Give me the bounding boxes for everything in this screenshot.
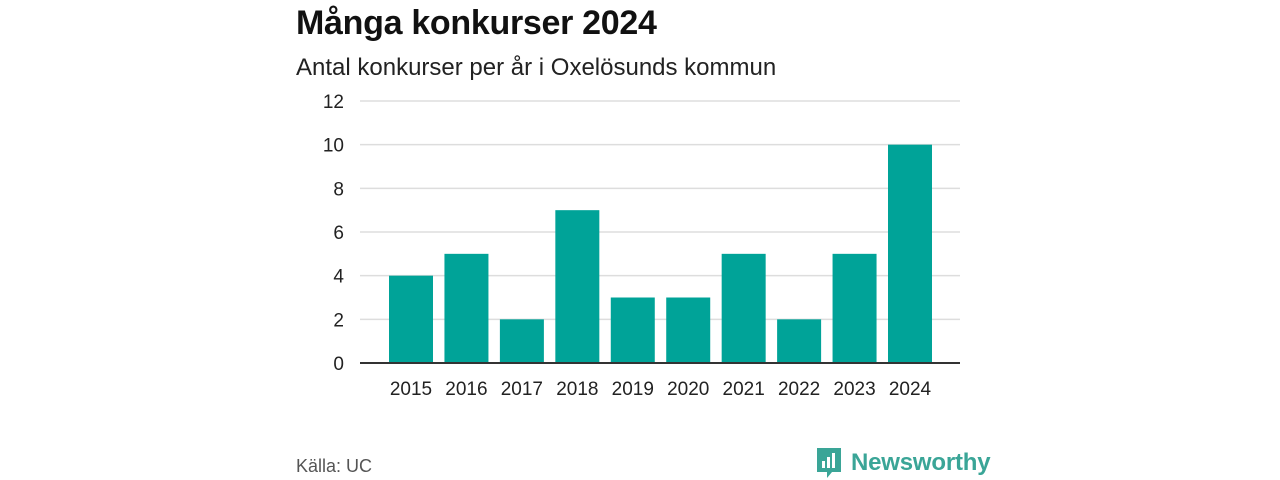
bar-2018 bbox=[555, 210, 600, 363]
x-tick-label: 2015 bbox=[390, 379, 432, 400]
x-tick-label: 2022 bbox=[778, 379, 820, 400]
bar-2020 bbox=[666, 297, 711, 363]
x-tick-label: 2018 bbox=[556, 379, 598, 400]
chart-title: Många konkurser 2024 bbox=[296, 4, 657, 42]
y-tick-label: 0 bbox=[333, 354, 344, 375]
x-tick-label: 2023 bbox=[833, 379, 875, 400]
x-tick-label: 2016 bbox=[445, 379, 487, 400]
x-tick-label: 2024 bbox=[889, 379, 932, 400]
bar-chart-logo-icon bbox=[817, 448, 841, 478]
bars bbox=[389, 144, 932, 363]
bar-2019 bbox=[610, 297, 655, 363]
bar-2023 bbox=[832, 253, 877, 363]
bar-2022 bbox=[777, 319, 822, 363]
bar-2017 bbox=[499, 319, 544, 363]
y-tick-label: 12 bbox=[323, 92, 344, 113]
y-tick-label: 8 bbox=[333, 179, 344, 200]
x-tick-label: 2021 bbox=[723, 379, 765, 400]
bar-2021 bbox=[721, 253, 766, 363]
chart-subtitle: Antal konkurser per år i Oxelösunds komm… bbox=[296, 54, 777, 81]
source-note: Källa: UC bbox=[296, 456, 373, 476]
brand-logo: Newsworthy bbox=[815, 446, 991, 480]
axes: 0 2 4 6 8 10 12 2015 2016 2017 2018 2019 2020 2021 202… bbox=[323, 92, 960, 400]
x-tick-label: 2019 bbox=[612, 379, 654, 400]
bar-chart: 0 2 4 6 8 10 12 2015 2016 2017 2018 2019 2020 2021 202… bbox=[323, 92, 960, 400]
bar-2015 bbox=[389, 275, 433, 363]
bar-2016 bbox=[444, 253, 489, 363]
y-tick-label: 10 bbox=[323, 136, 344, 157]
x-tick-label: 2017 bbox=[501, 379, 543, 400]
y-tick-label: 6 bbox=[333, 223, 344, 244]
bar-2024 bbox=[888, 144, 932, 363]
brand-name: Newsworthy bbox=[851, 449, 991, 476]
y-tick-label: 4 bbox=[333, 267, 344, 288]
x-tick-label: 2020 bbox=[667, 379, 709, 400]
y-tick-label: 2 bbox=[333, 310, 344, 331]
